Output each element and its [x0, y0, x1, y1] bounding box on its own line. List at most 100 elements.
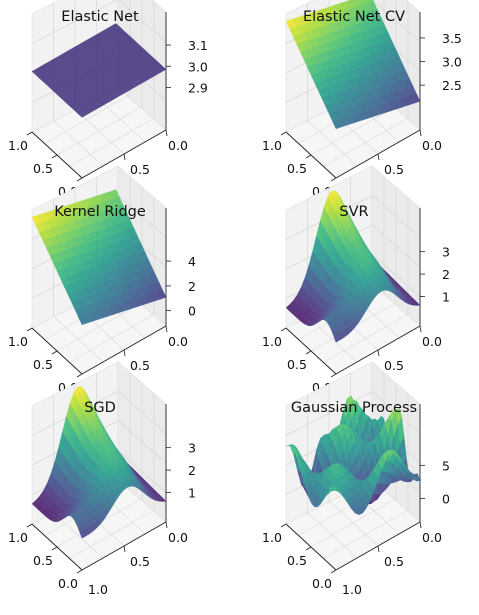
- y-tick-mark: [305, 546, 312, 551]
- z-tick-label: 1: [188, 486, 196, 501]
- chart-title: Kernel Ridge: [54, 204, 146, 220]
- x-tick-mark: [165, 325, 168, 333]
- grid-line: [56, 106, 142, 156]
- x-tick-label: 0.0: [422, 530, 442, 545]
- z-tick-label: 2.9: [188, 81, 208, 96]
- x-tick-label: 0.5: [384, 358, 404, 373]
- chart-title: SGD: [84, 400, 116, 416]
- y-tick-mark: [305, 350, 312, 355]
- x-tick-label: 0.5: [130, 554, 150, 569]
- z-tick-label: 3.1: [188, 38, 208, 53]
- y-tick-mark: [280, 131, 287, 136]
- x-tick-label: 0.0: [168, 138, 188, 153]
- x-tick-label: 0.0: [168, 530, 188, 545]
- surface-patch: [156, 289, 167, 300]
- y-tick-label: 1.0: [8, 334, 28, 349]
- grid-line: [285, 195, 421, 240]
- y-tick-mark: [26, 523, 33, 528]
- surface: [285, 0, 421, 130]
- grid-line: [310, 106, 396, 156]
- grid-line: [310, 498, 396, 548]
- chart-title: Gaussian Process: [291, 400, 417, 416]
- x-tick-mark: [123, 153, 126, 161]
- z-tick-label: 2.5: [442, 78, 462, 93]
- x-tick-mark: [419, 325, 422, 333]
- z-tick-label: 3.5: [442, 31, 462, 46]
- x-tick-mark: [377, 153, 380, 161]
- y-tick-label: 0.0: [58, 576, 78, 591]
- surface: [285, 395, 421, 516]
- grid-line: [31, 391, 167, 436]
- y-tick-mark: [330, 569, 337, 574]
- z-tick-label: 0: [188, 304, 196, 319]
- y-tick-label: 1.0: [8, 530, 28, 545]
- y-tick-label: 0.5: [287, 357, 307, 372]
- x-tick-mark: [419, 521, 422, 529]
- x-tick-mark: [377, 545, 380, 553]
- z-tick-label: 5: [442, 458, 450, 473]
- surface-patch: [413, 302, 421, 306]
- x-tick-mark: [123, 349, 126, 357]
- y-tick-mark: [26, 131, 33, 136]
- x-tick-label: 0.0: [422, 334, 442, 349]
- y-tick-mark: [280, 523, 287, 528]
- z-tick-label: 3: [188, 441, 196, 456]
- surface: [31, 189, 167, 326]
- grid-line: [56, 302, 142, 352]
- x-tick-label: 0.5: [384, 162, 404, 177]
- y-tick-label: 0.5: [33, 357, 53, 372]
- z-tick-label: 0: [442, 491, 450, 506]
- y-tick-mark: [51, 154, 58, 159]
- surface-patch: [156, 65, 167, 74]
- surface-patch: [410, 93, 421, 104]
- surface: [285, 190, 421, 343]
- chart-title: Elastic Net: [61, 9, 139, 25]
- z-tick-label: 3.0: [442, 55, 462, 70]
- y-tick-mark: [76, 373, 83, 378]
- z-tick-label: 2: [188, 463, 196, 478]
- y-tick-mark: [330, 373, 337, 378]
- y-tick-label: 1.0: [262, 334, 282, 349]
- y-tick-mark: [330, 177, 337, 182]
- surface-patch: [413, 473, 421, 482]
- panel-5: 1.0 0.5 0.0 0.5 0.0 1.0 1 2 3 SGD: [8, 361, 196, 597]
- x-tick-label: 1.0: [342, 582, 362, 597]
- x-tick-label: 0.5: [130, 358, 150, 373]
- x-tick-mark: [165, 521, 168, 529]
- x-tick-label: 0.0: [168, 334, 188, 349]
- z-tick-label: 3.0: [188, 59, 208, 74]
- y-tick-label: 0.5: [287, 161, 307, 176]
- x-tick-label: 1.0: [88, 582, 108, 597]
- x-tick-mark: [165, 129, 168, 137]
- z-tick-label: 4: [188, 254, 196, 269]
- grid-line: [285, 391, 421, 436]
- z-tick-label: 3: [442, 245, 450, 260]
- y-tick-label: 1.0: [262, 530, 282, 545]
- surface-patch: [159, 498, 167, 502]
- surface: [31, 23, 167, 118]
- x-tick-mark: [419, 129, 422, 137]
- y-tick-label: 0.5: [33, 161, 53, 176]
- y-tick-mark: [280, 327, 287, 332]
- y-tick-label: 0.0: [312, 576, 332, 591]
- y-tick-label: 0.5: [33, 553, 53, 568]
- panel-6: 1.0 0.5 0.0 0.5 0.0 1.0 0 5 Gaussian Process: [262, 361, 450, 597]
- y-tick-label: 0.5: [287, 553, 307, 568]
- y-tick-label: 1.0: [262, 138, 282, 153]
- x-tick-mark: [123, 545, 126, 553]
- grid-line: [44, 95, 129, 144]
- x-tick-label: 0.5: [384, 554, 404, 569]
- chart-title: SVR: [339, 204, 368, 220]
- z-tick-label: 1: [442, 290, 450, 305]
- grid-line: [31, 0, 167, 44]
- y-tick-mark: [51, 350, 58, 355]
- x-tick-label: 0.5: [130, 162, 150, 177]
- z-tick-label: 2: [188, 279, 196, 294]
- x-tick-mark: [377, 349, 380, 357]
- y-tick-mark: [26, 327, 33, 332]
